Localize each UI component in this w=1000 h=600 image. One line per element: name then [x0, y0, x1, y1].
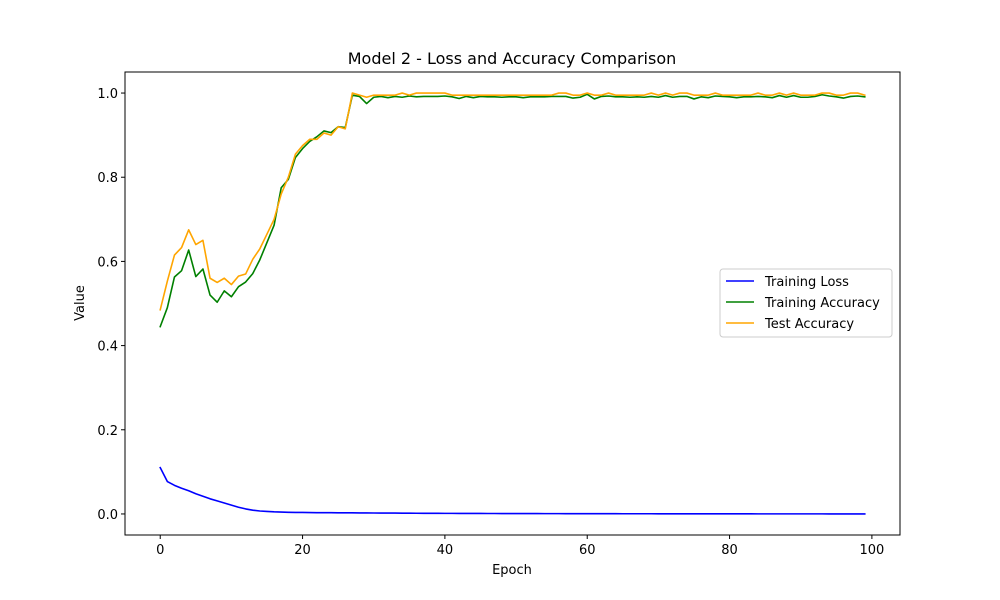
y-axis-title: Value [73, 285, 88, 321]
y-tick-label: 0.4 [97, 340, 118, 355]
y-tick-label: 0.0 [97, 508, 118, 523]
series-line-2 [159, 92, 866, 311]
y-tick-label: 0.6 [97, 255, 118, 270]
x-tick-label: 60 [579, 543, 596, 558]
chart-title: Model 2 - Loss and Accuracy Comparison [348, 49, 677, 68]
legend-label-0: Training Loss [764, 275, 849, 290]
plot-area: 0 20 40 60 80 100 0.0 0.2 0.4 0.6 0.8 1.0 Training L… [97, 71, 901, 558]
x-axis-title: Epoch [492, 563, 532, 578]
axes-frame [124, 71, 901, 536]
legend-box [719, 268, 893, 338]
legend-label-1: Training Accuracy [764, 296, 880, 311]
x-tick-label: 80 [721, 543, 738, 558]
y-tick-label: 0.2 [97, 424, 118, 439]
legend-label-2: Test Accuracy [764, 317, 854, 332]
series-line-0 [159, 466, 866, 515]
x-tick-label: 40 [437, 543, 454, 558]
y-tick-label: 1.0 [97, 87, 118, 102]
x-tick-label: 20 [294, 543, 311, 558]
x-tick-label: 100 [859, 543, 884, 558]
legend: Training Loss Training Accuracy Test Accur… [719, 268, 893, 338]
y-tick-label: 0.8 [97, 171, 118, 186]
x-tick-label: 0 [156, 543, 164, 558]
